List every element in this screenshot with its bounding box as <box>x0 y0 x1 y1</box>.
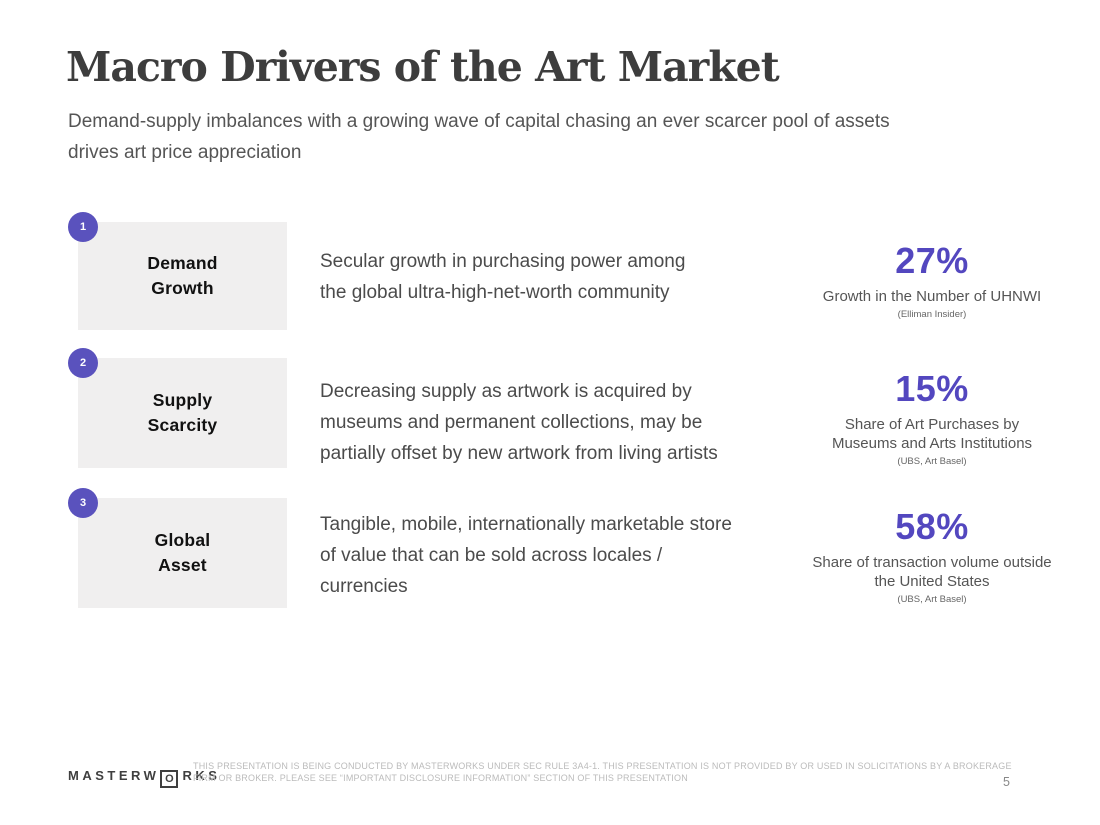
driver-stat-block: 27% Growth in the Number of UHNWI (Ellim… <box>770 240 1094 320</box>
stat-caption: Growth in the Number of UHNWI <box>822 288 1042 305</box>
logo-text-suffix: RKS <box>182 768 221 783</box>
stat-value: 15% <box>895 368 969 409</box>
page-number: 5 <box>1003 775 1010 789</box>
driver-row-supply-scarcity: 2 Supply Scarcity Decreasing supply as a… <box>0 348 1100 480</box>
number-badge-3-text: 3 <box>79 497 87 509</box>
driver-label: Supply Scarcity <box>147 390 218 435</box>
number-badge-2: 2 <box>68 348 98 378</box>
stat-source: (UBS, Art Basel) <box>897 456 967 467</box>
driver-label-box-demand-growth: Demand Growth <box>78 222 287 330</box>
driver-label-box-global-asset: Global Asset <box>78 498 287 608</box>
stat-value: 58% <box>895 506 969 547</box>
driver-description: Secular growth in purchasing power among… <box>320 251 686 303</box>
page-subtitle: Demand-supply imbalances with a growing … <box>68 111 890 163</box>
driver-description: Tangible, mobile, internationally market… <box>320 514 732 597</box>
stat-source: (UBS, Art Basel) <box>897 594 967 605</box>
number-badge-1: 1 <box>68 212 98 242</box>
driver-label-box-supply-scarcity: Supply Scarcity <box>78 358 287 468</box>
driver-stat-block: 15% Share of Art Purchases by Museums an… <box>770 368 1094 467</box>
driver-row-global-asset: 3 Global Asset Tangible, mobile, interna… <box>0 488 1100 620</box>
number-badge-1-text: 1 <box>79 221 87 233</box>
masterworks-logo: MASTERW O RKS <box>68 768 220 788</box>
stat-caption: Share of Art Purchases by Museums and Ar… <box>831 416 1033 452</box>
stat-caption: Share of transaction volume outside the … <box>812 554 1052 590</box>
stat-source: (Elliman Insider) <box>897 309 967 320</box>
page-title: Macro Drivers of the Art Market <box>66 43 780 91</box>
number-badge-3: 3 <box>68 488 98 518</box>
disclaimer-text: THIS PRESENTATION IS BEING CONDUCTED BY … <box>193 761 1012 783</box>
stat-value: 27% <box>895 240 969 281</box>
logo-boxed-o-icon: O <box>160 770 179 788</box>
logo-text-prefix: MASTERW <box>68 768 160 783</box>
driver-description: Decreasing supply as artwork is acquired… <box>320 381 718 464</box>
driver-stat-block: 58% Share of transaction volume outside … <box>770 506 1094 605</box>
driver-row-demand-growth: 1 Demand Growth Secular growth in purcha… <box>0 212 1100 344</box>
driver-label: Global Asset <box>154 530 211 575</box>
number-badge-2-text: 2 <box>79 357 87 369</box>
driver-label: Demand Growth <box>147 253 218 298</box>
